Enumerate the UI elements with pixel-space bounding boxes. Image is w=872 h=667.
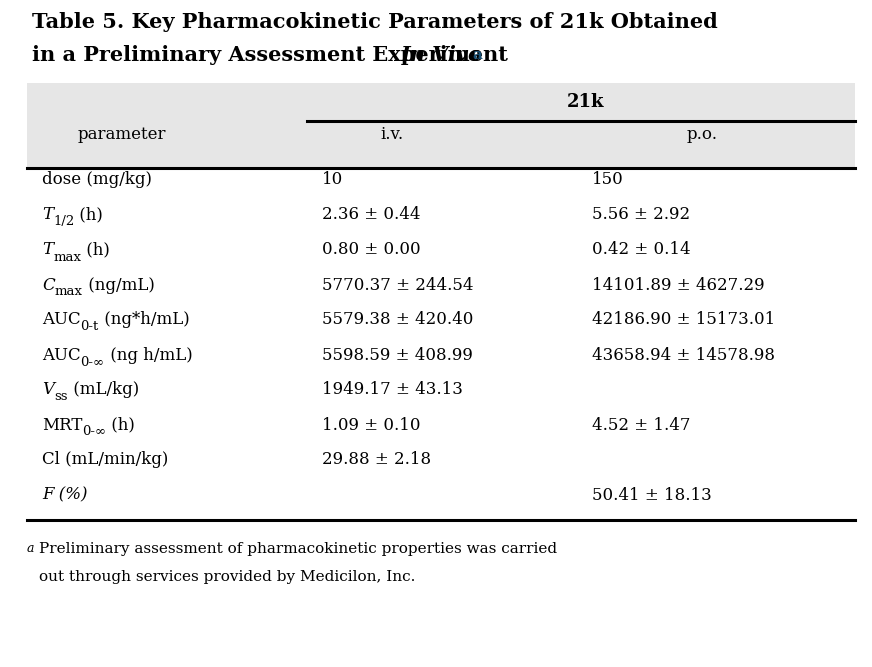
Text: (h): (h) bbox=[81, 241, 110, 259]
Text: T: T bbox=[42, 241, 53, 259]
Text: T: T bbox=[42, 207, 53, 223]
Text: Cl (mL/min/kg): Cl (mL/min/kg) bbox=[42, 452, 168, 468]
Text: 14101.89 ± 4627.29: 14101.89 ± 4627.29 bbox=[592, 277, 765, 293]
Text: 5770.37 ± 244.54: 5770.37 ± 244.54 bbox=[322, 277, 473, 293]
Text: 0-∞: 0-∞ bbox=[80, 356, 105, 368]
Text: 0.80 ± 0.00: 0.80 ± 0.00 bbox=[322, 241, 420, 259]
Text: 29.88 ± 2.18: 29.88 ± 2.18 bbox=[322, 452, 431, 468]
Text: a: a bbox=[472, 48, 482, 62]
Text: 150: 150 bbox=[592, 171, 623, 189]
Text: 50.41 ± 18.13: 50.41 ± 18.13 bbox=[592, 486, 712, 504]
Text: (h): (h) bbox=[106, 416, 135, 434]
Text: (ng h/mL): (ng h/mL) bbox=[105, 346, 193, 364]
Text: MRT: MRT bbox=[42, 416, 82, 434]
Text: (ng/mL): (ng/mL) bbox=[83, 277, 154, 293]
Text: 43658.94 ± 14578.98: 43658.94 ± 14578.98 bbox=[592, 346, 775, 364]
Text: 5579.38 ± 420.40: 5579.38 ± 420.40 bbox=[322, 311, 473, 329]
Text: 5598.59 ± 408.99: 5598.59 ± 408.99 bbox=[322, 346, 473, 364]
Bar bbox=[27, 83, 855, 168]
Text: (mL/kg): (mL/kg) bbox=[67, 382, 139, 398]
Text: ss: ss bbox=[54, 390, 67, 404]
Text: F (%): F (%) bbox=[42, 486, 87, 504]
Text: max: max bbox=[55, 285, 83, 299]
Text: 0.42 ± 0.14: 0.42 ± 0.14 bbox=[592, 241, 691, 259]
Text: out through services provided by Medicilon, Inc.: out through services provided by Medicil… bbox=[39, 570, 415, 584]
Text: C: C bbox=[42, 277, 55, 293]
Text: In Vivo: In Vivo bbox=[400, 45, 482, 65]
Text: 1949.17 ± 43.13: 1949.17 ± 43.13 bbox=[322, 382, 463, 398]
Text: Preliminary assessment of pharmacokinetic properties was carried: Preliminary assessment of pharmacokineti… bbox=[39, 542, 557, 556]
Text: max: max bbox=[53, 251, 81, 263]
Text: dose (mg/kg): dose (mg/kg) bbox=[42, 171, 152, 189]
Text: (ng*h/mL): (ng*h/mL) bbox=[99, 311, 189, 329]
Text: parameter: parameter bbox=[78, 126, 167, 143]
Text: i.v.: i.v. bbox=[380, 126, 404, 143]
Text: 21k: 21k bbox=[568, 93, 605, 111]
Text: a: a bbox=[27, 542, 35, 555]
Text: p.o.: p.o. bbox=[686, 126, 718, 143]
Text: 0-∞: 0-∞ bbox=[82, 426, 106, 438]
Text: (h): (h) bbox=[74, 207, 103, 223]
Text: 2.36 ± 0.44: 2.36 ± 0.44 bbox=[322, 207, 420, 223]
Text: 1/2: 1/2 bbox=[53, 215, 74, 229]
Text: 1.09 ± 0.10: 1.09 ± 0.10 bbox=[322, 416, 420, 434]
Text: 10: 10 bbox=[322, 171, 344, 189]
Text: in a Preliminary Assessment Experiment: in a Preliminary Assessment Experiment bbox=[32, 45, 515, 65]
Text: AUC: AUC bbox=[42, 346, 80, 364]
Text: 5.56 ± 2.92: 5.56 ± 2.92 bbox=[592, 207, 690, 223]
Text: Table 5. Key Pharmacokinetic Parameters of 21k Obtained: Table 5. Key Pharmacokinetic Parameters … bbox=[32, 12, 718, 32]
Text: 42186.90 ± 15173.01: 42186.90 ± 15173.01 bbox=[592, 311, 775, 329]
Text: 4.52 ± 1.47: 4.52 ± 1.47 bbox=[592, 416, 691, 434]
Text: 0-t: 0-t bbox=[80, 321, 99, 334]
Text: V: V bbox=[42, 382, 54, 398]
Text: AUC: AUC bbox=[42, 311, 80, 329]
